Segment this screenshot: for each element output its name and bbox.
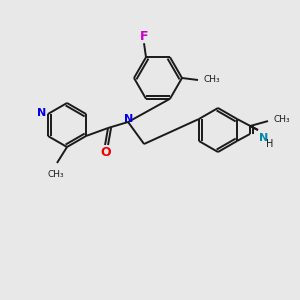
Text: N: N: [259, 133, 268, 143]
Text: F: F: [140, 30, 148, 43]
Text: CH₃: CH₃: [203, 76, 220, 85]
Text: H: H: [266, 139, 274, 149]
Text: CH₃: CH₃: [273, 115, 290, 124]
Text: N: N: [124, 114, 134, 124]
Text: CH₃: CH₃: [48, 170, 64, 179]
Text: N: N: [37, 108, 46, 118]
Text: O: O: [101, 146, 111, 158]
